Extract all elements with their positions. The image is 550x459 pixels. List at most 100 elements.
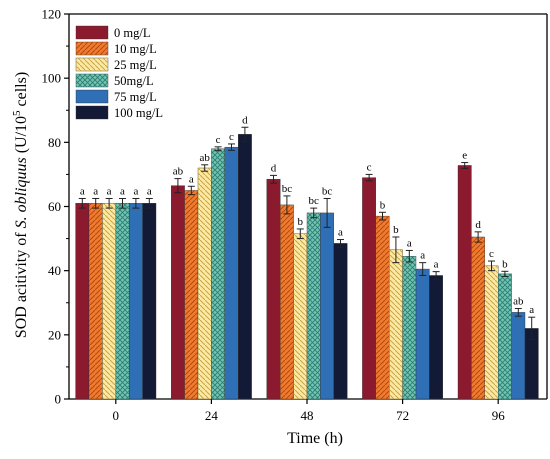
significance-label: a [93,185,98,197]
bar [415,268,430,400]
y-axis-title-species: S. obliquus [13,157,30,228]
bar-hatch [198,168,212,399]
significance-label: c [489,248,494,260]
legend-label: 75 mg/L [114,90,157,104]
legend-swatch [75,105,109,120]
y-tick-label: 100 [42,71,62,86]
significance-label: b [502,258,508,270]
significance-label: bc [322,185,333,197]
bar [170,185,185,400]
significance-label: a [407,237,412,249]
legend-swatch-hatch [76,58,108,71]
x-tick-label: 96 [492,408,506,423]
y-tick-label: 60 [48,199,61,214]
significance-label: ab [513,296,524,308]
bar-hatch [402,256,416,399]
bar-hatch [307,212,321,399]
y-axis-title: SOD acitivity of S. obliquus (U/105 cell… [11,72,30,338]
bar [224,146,239,400]
significance-label: c [367,161,372,173]
bar-hatch [184,190,198,399]
significance-label: ab [200,152,211,164]
bar [128,203,143,400]
legend-item: 100 mg/L [75,105,163,120]
significance-label: a [107,185,112,197]
significance-label: d [271,162,277,174]
bar-hatch [211,148,225,399]
x-tick-label: 48 [301,408,314,423]
significance-label: bc [282,183,293,195]
significance-label: a [120,185,125,197]
legend-label: 100 mg/L [114,106,163,120]
legend-swatch-hatch [76,42,108,55]
y-axis-title-prefix: SOD acitivity of [13,228,30,338]
significance-label: a [529,304,534,316]
significance-label: a [338,227,343,239]
significance-label: a [434,259,439,271]
significance-label: a [147,185,152,197]
bar [511,312,526,400]
legend-swatch [75,89,109,104]
x-tick-label: 72 [396,408,409,423]
bar-hatch [389,249,403,399]
legend-item: 50mg/L [75,73,154,88]
legend-swatch-hatch [76,74,108,87]
y-tick-label: 40 [48,263,61,278]
bar [266,179,281,400]
significance-label: c [216,134,221,146]
bar [75,203,90,400]
significance-label: a [420,250,425,262]
significance-label: bc [309,195,320,207]
bar-group-96: e d cb aba [457,150,539,400]
bar [333,243,348,400]
significance-label: a [189,173,194,185]
bar-hatch [89,203,103,399]
bar-hatch [293,233,307,399]
bar [429,275,443,400]
significance-label: d [475,219,481,231]
x-tick-label: 0 [113,408,120,423]
bar-hatch [115,203,130,399]
bar [237,134,252,400]
bar-hatch [498,273,512,399]
significance-label: a [80,185,85,197]
x-axis-title: Time (h) [287,430,343,447]
y-axis-title-unit: (U/10 [13,116,30,157]
bar [457,165,472,400]
y-tick-label: 80 [48,135,61,150]
legend-item: 25 mg/L [75,57,157,72]
bar-hatch [102,203,116,399]
y-ticks: 0 20 40 60 80 100 120 [42,7,69,407]
bar-hatch [471,236,485,399]
significance-label: b [298,216,304,228]
significance-label: b [393,224,399,236]
significance-label: a [133,185,138,197]
legend-item: 10 mg/L [75,41,157,56]
significance-label: d [242,114,248,126]
bar-hatch [280,204,294,399]
significance-label: e [462,150,467,162]
x-tick-label: 24 [205,408,219,423]
bar [362,177,376,400]
legend-item: 0 mg/L [75,25,150,40]
y-tick-label: 120 [42,7,62,22]
legend: 0 mg/L 10 mg/L 25 mg/L 50mg/L 75 mg/L 100 mg/… [75,25,163,120]
bar-hatch [484,265,499,399]
legend-label: 0 mg/L [114,26,150,40]
significance-label: b [380,199,386,211]
y-axis-title-unit-end: cells) [13,72,30,111]
legend-swatch [75,25,109,40]
bar-hatch [375,216,390,399]
x-ticks: 0 24 48 72 96 [113,399,506,423]
legend-item: 75 mg/L [75,89,157,104]
significance-label: ab [173,166,184,178]
y-tick-label: 20 [48,327,61,342]
y-tick-label: 0 [55,392,62,407]
y-axis-title-superscript: 5 [11,110,23,116]
